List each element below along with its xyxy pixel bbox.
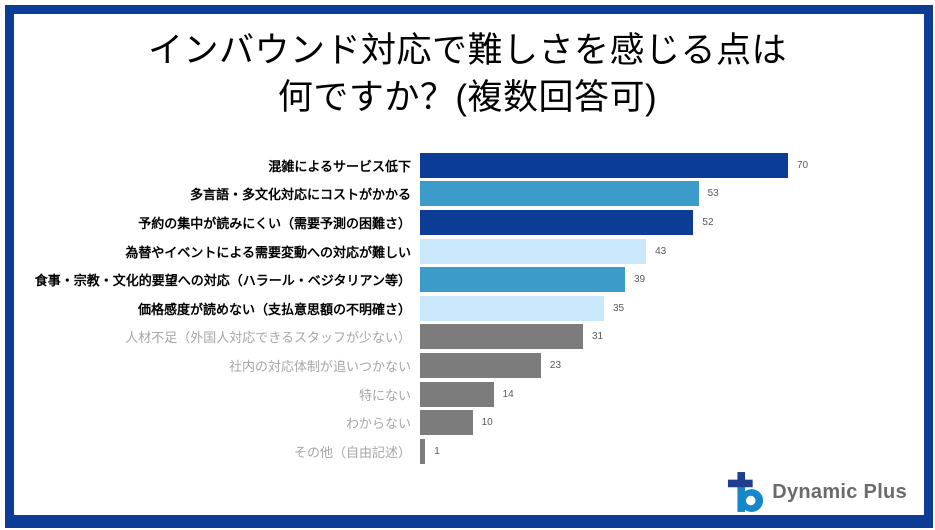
bar: [420, 438, 426, 464]
value-label: 31: [592, 331, 604, 343]
bar-row: その他（自由記述） 1: [16, 437, 808, 466]
bar-row: 食事・宗教・文化的要望への対応（ハラール・ベジタリアン等） 39: [16, 265, 808, 294]
value-label: 1: [434, 445, 440, 457]
category-label: 多言語・多文化対応にコストがかかる: [189, 187, 411, 203]
category-label: その他（自由記述）: [293, 444, 411, 460]
bar-row: 予約の集中が読みにくい（需要予測の困難さ） 52: [16, 208, 808, 237]
value-label: 53: [707, 188, 719, 200]
bar: [420, 181, 699, 207]
category-label: 為替やイベントによる需要変動への対応が難しい: [125, 244, 411, 260]
bar: [420, 267, 625, 293]
value-label: 39: [634, 274, 646, 286]
bar-row: 価格感度が読めない（支払意思額の不明確さ） 35: [16, 294, 808, 323]
bar-row: 為替やイベントによる需要変動への対応が難しい 43: [16, 237, 808, 266]
value-label: 14: [502, 388, 514, 400]
category-label: 混雑によるサービス低下: [268, 158, 411, 174]
dynamic-plus-logo-icon: [728, 472, 764, 512]
bar: [420, 295, 604, 321]
bar: [420, 238, 647, 264]
chart-title-line2: 何ですか？(複数回答可): [277, 77, 658, 117]
value-label: 70: [797, 159, 809, 171]
bar: [420, 209, 694, 235]
bar: [420, 352, 541, 378]
category-label: 社内の対応体制が追いつかない: [228, 358, 411, 374]
bar-row: 多言語・多文化対応にコストがかかる 53: [16, 180, 808, 209]
value-label: 52: [702, 216, 714, 228]
category-label: 食事・宗教・文化的要望への対応（ハラール・ベジタリアン等）: [34, 273, 411, 289]
category-label: 予約の集中が読みにくい（需要予測の困難さ）: [138, 215, 411, 231]
bar: [420, 381, 494, 407]
value-label: 35: [613, 302, 625, 314]
value-label: 10: [481, 417, 493, 429]
chart-title: インバウンド対応で難しさを感じる点は 何ですか？(複数回答可): [20, 28, 915, 121]
bar-row: 社内の対応体制が追いつかない 23: [16, 351, 808, 380]
value-label: 43: [655, 245, 667, 257]
bar-row: 人材不足（外国人対応できるスタッフが少ない） 31: [16, 323, 808, 352]
bar: [420, 410, 473, 436]
category-label: 特にない: [358, 387, 411, 403]
bar-row: 混雑によるサービス低下 70: [16, 151, 808, 180]
chart-title-line1: インバウンド対応で難しさを感じる点は: [147, 31, 787, 70]
bar: [420, 152, 788, 178]
bar-row: わからない 10: [16, 408, 808, 437]
bar-chart: 混雑によるサービス低下 70 多言語・多文化対応にコストがかかる 53 予約の集中が読み…: [16, 151, 808, 466]
bar: [420, 324, 583, 350]
category-label: 人材不足（外国人対応できるスタッフが少ない）: [125, 330, 411, 346]
value-label: 23: [549, 359, 562, 371]
dynamic-plus-logo: Dynamic Plus: [727, 471, 907, 513]
category-label: わからない: [345, 416, 411, 432]
bar-row: 特にない 14: [16, 380, 808, 409]
category-label: 価格感度が読めない（支払意思額の不明確さ）: [137, 301, 411, 317]
dynamic-plus-logo-text: Dynamic Plus: [772, 480, 907, 503]
